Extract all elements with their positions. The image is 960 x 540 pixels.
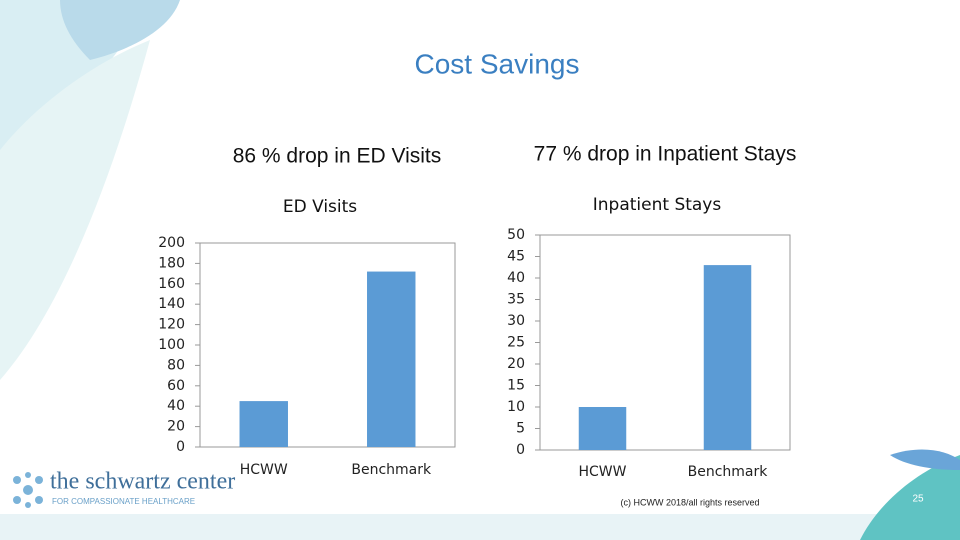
bar: [239, 401, 288, 447]
y-tick-label: 140: [158, 296, 185, 312]
y-tick-label: 15: [507, 378, 525, 394]
logo-name: the schwartz center: [50, 469, 235, 495]
bar: [578, 407, 627, 450]
logo: the schwartz center FOR COMPASSIONATE HE…: [13, 469, 235, 508]
y-tick-label: 180: [158, 255, 185, 271]
decor-band: [0, 514, 960, 540]
y-tick-label: 20: [167, 419, 185, 435]
decor-leaf: [60, 0, 180, 60]
bar: [367, 271, 416, 447]
y-tick-label: 100: [158, 337, 185, 353]
y-tick-label: 0: [516, 442, 525, 458]
y-tick-label: 50: [507, 227, 525, 243]
logo-mark: [13, 472, 43, 508]
bar: [703, 265, 752, 450]
y-tick-label: 35: [507, 292, 525, 308]
y-tick-label: 0: [176, 439, 185, 455]
x-tick-label: HCWW: [240, 462, 288, 478]
y-tick-label: 10: [507, 399, 525, 415]
logo-tagline: FOR COMPASSIONATE HEALTHCARE: [52, 497, 195, 506]
x-tick-label: Benchmark: [351, 462, 432, 478]
chart-title: ED Visits: [283, 197, 357, 217]
decor-leaf: [0, 40, 150, 380]
y-tick-label: 5: [516, 421, 525, 437]
chart-title: Inpatient Stays: [593, 195, 722, 215]
y-tick-label: 60: [167, 378, 185, 394]
heading: 86 % drop in ED Visits: [233, 145, 442, 168]
slide-title: Cost Savings: [415, 48, 580, 79]
heading: 77 % drop in Inpatient Stays: [534, 143, 797, 166]
y-tick-label: 120: [158, 317, 185, 333]
page-number: 25: [912, 494, 924, 505]
footer: (c) HCWW 2018/all rights reserved: [620, 497, 759, 507]
decor-leaf: [890, 449, 960, 470]
y-tick-label: 30: [507, 313, 525, 329]
decor-leaf: [860, 455, 960, 540]
y-tick-label: 160: [158, 276, 185, 292]
y-tick-label: 45: [507, 249, 525, 265]
x-tick-label: Benchmark: [688, 464, 769, 480]
y-tick-label: 40: [507, 270, 525, 286]
y-tick-label: 80: [167, 357, 185, 373]
y-tick-label: 40: [167, 398, 185, 414]
y-tick-label: 20: [507, 356, 525, 372]
y-tick-label: 25: [507, 335, 525, 351]
x-tick-label: HCWW: [579, 464, 627, 480]
y-tick-label: 200: [158, 235, 185, 251]
